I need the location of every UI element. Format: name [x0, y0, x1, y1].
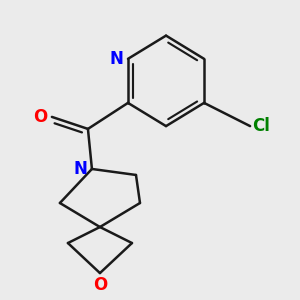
Text: N: N	[73, 160, 87, 178]
Text: N: N	[109, 50, 123, 68]
Text: O: O	[33, 108, 47, 126]
Text: O: O	[93, 276, 107, 294]
Text: Cl: Cl	[252, 117, 270, 135]
